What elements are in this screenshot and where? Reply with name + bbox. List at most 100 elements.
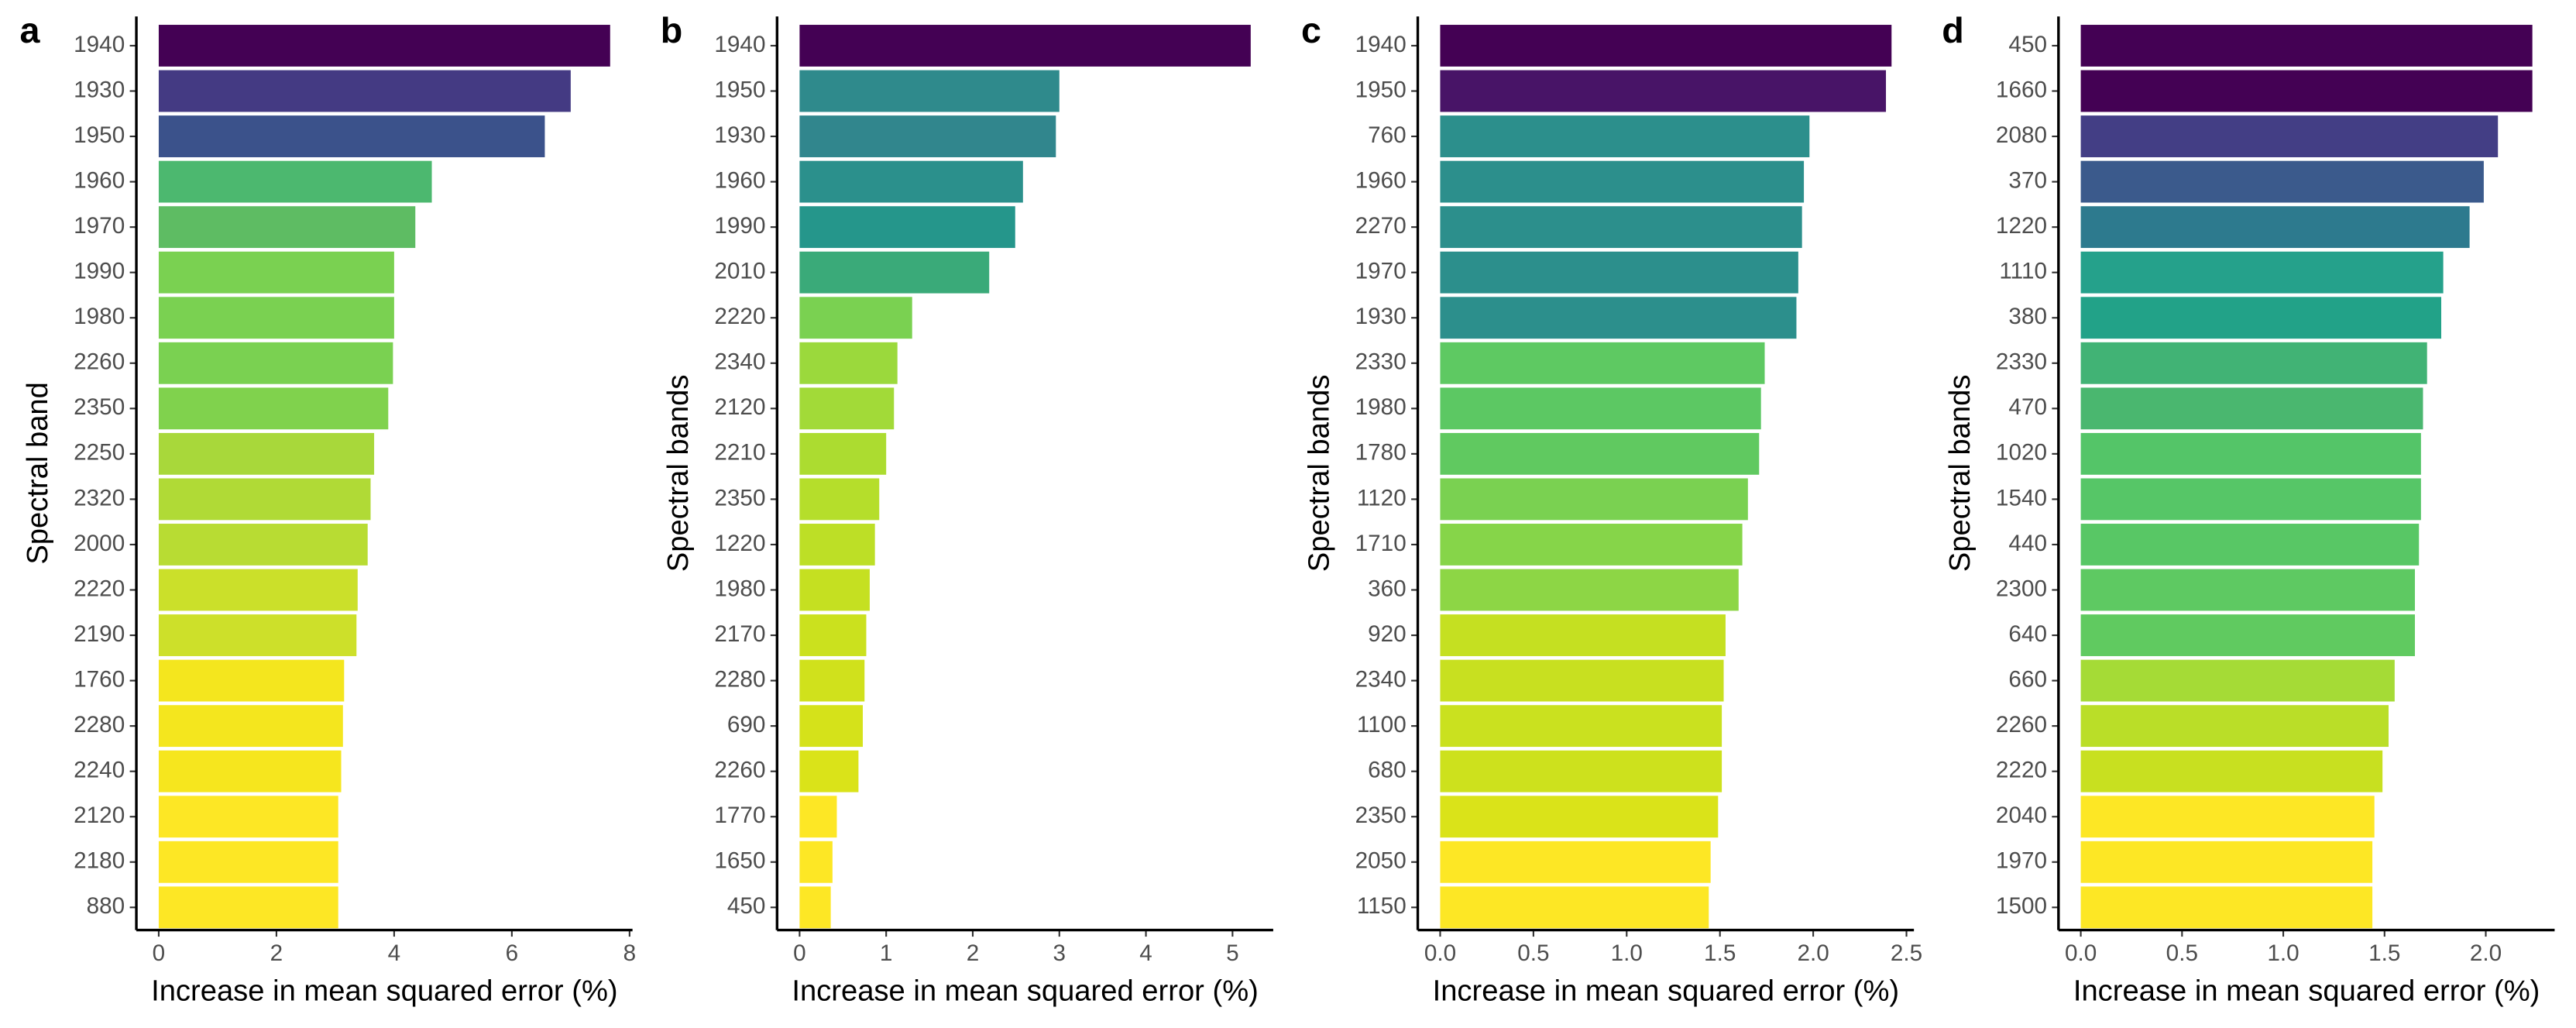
panel-label: d bbox=[1942, 10, 1964, 50]
bar bbox=[799, 342, 898, 384]
bar bbox=[158, 387, 389, 430]
y-tick-label: 2350 bbox=[74, 394, 125, 420]
y-tick-label: 1940 bbox=[1355, 32, 1406, 57]
bar bbox=[1440, 796, 1719, 838]
x-tick-label: 2.0 bbox=[2470, 940, 2502, 966]
y-tick-label: 1100 bbox=[1357, 712, 1406, 737]
y-tick-label: 2270 bbox=[1355, 213, 1406, 239]
bar bbox=[1440, 206, 1802, 249]
y-tick-label: 1120 bbox=[1357, 485, 1406, 511]
bar bbox=[799, 251, 990, 294]
x-tick-label: 1 bbox=[880, 940, 893, 966]
bar bbox=[158, 659, 345, 702]
bar bbox=[2080, 478, 2421, 521]
bar bbox=[1440, 297, 1797, 339]
bar bbox=[1440, 886, 1709, 929]
y-tick-label: 2220 bbox=[1996, 758, 2047, 783]
y-tick-label: 690 bbox=[727, 712, 766, 737]
bar bbox=[1440, 25, 1892, 67]
x-tick-label: 2.5 bbox=[1891, 940, 1922, 966]
y-tick-label: 2260 bbox=[1996, 712, 2047, 737]
bar bbox=[1440, 160, 1805, 203]
y-tick-label: 1950 bbox=[74, 122, 125, 148]
bar bbox=[158, 115, 545, 157]
bar bbox=[158, 206, 416, 249]
bar bbox=[1440, 750, 1722, 792]
y-tick-label: 1990 bbox=[714, 213, 765, 239]
y-tick-label: 2240 bbox=[74, 758, 125, 783]
y-tick-label: 880 bbox=[87, 893, 125, 919]
bar bbox=[158, 614, 357, 656]
x-tick-label: 0.5 bbox=[2166, 940, 2198, 966]
y-tick-label: 1650 bbox=[714, 848, 765, 874]
y-tick-label: 2350 bbox=[1355, 803, 1406, 828]
bar bbox=[158, 25, 610, 67]
y-tick-label: 440 bbox=[2008, 531, 2047, 556]
y-tick-label: 2210 bbox=[714, 440, 765, 466]
bar bbox=[158, 160, 432, 203]
panel-label: a bbox=[19, 10, 40, 50]
bar bbox=[2080, 705, 2389, 748]
y-tick-label: 1960 bbox=[714, 167, 765, 193]
y-tick-label: 1970 bbox=[1996, 848, 2047, 874]
bar bbox=[2080, 750, 2383, 792]
bar bbox=[158, 342, 393, 384]
y-tick-label: 2280 bbox=[714, 666, 765, 692]
bar bbox=[2080, 160, 2484, 203]
bar bbox=[1440, 251, 1798, 294]
y-tick-label: 2220 bbox=[714, 304, 765, 329]
x-tick-label: 0 bbox=[153, 940, 166, 966]
y-tick-label: 1500 bbox=[1996, 893, 2047, 919]
y-tick-label: 470 bbox=[2008, 394, 2047, 420]
bar bbox=[799, 432, 887, 475]
x-tick-label: 3 bbox=[1053, 940, 1066, 966]
x-axis-title: Increase in mean squared error (%) bbox=[151, 974, 618, 1007]
bar bbox=[158, 750, 342, 792]
bar bbox=[799, 796, 837, 838]
y-axis-title: Spectral band bbox=[21, 382, 54, 565]
y-tick-label: 1950 bbox=[1355, 77, 1406, 102]
y-tick-label: 2330 bbox=[1996, 349, 2047, 375]
bar bbox=[799, 841, 833, 883]
bar bbox=[158, 796, 338, 838]
x-tick-label: 1.5 bbox=[1704, 940, 1736, 966]
bar bbox=[2080, 25, 2533, 67]
panel-label: c bbox=[1301, 10, 1321, 50]
y-tick-label: 2050 bbox=[1355, 848, 1406, 874]
bar bbox=[1440, 614, 1726, 656]
bar bbox=[799, 206, 1015, 249]
y-tick-label: 1110 bbox=[1999, 259, 2047, 284]
y-tick-label: 1970 bbox=[74, 213, 125, 239]
x-tick-label: 8 bbox=[623, 940, 637, 966]
bar bbox=[799, 705, 863, 748]
y-tick-label: 1540 bbox=[1996, 485, 2047, 511]
y-tick-label: 380 bbox=[2008, 304, 2047, 329]
bar bbox=[158, 297, 394, 339]
y-tick-label: 2010 bbox=[714, 259, 765, 284]
y-tick-label: 1220 bbox=[714, 531, 765, 556]
x-axis-title: Increase in mean squared error (%) bbox=[792, 974, 1259, 1007]
y-tick-label: 2120 bbox=[714, 394, 765, 420]
y-tick-label: 2180 bbox=[74, 848, 125, 874]
bar bbox=[1440, 432, 1760, 475]
panel-label: b bbox=[661, 10, 683, 50]
y-tick-label: 1780 bbox=[1355, 440, 1406, 466]
bar bbox=[158, 432, 375, 475]
bar bbox=[2080, 70, 2533, 112]
y-tick-label: 1930 bbox=[714, 122, 765, 148]
bar bbox=[2080, 524, 2420, 566]
x-tick-label: 2.0 bbox=[1797, 940, 1829, 966]
bar bbox=[799, 524, 875, 566]
y-tick-label: 2340 bbox=[1355, 666, 1406, 692]
bar bbox=[2080, 251, 2444, 294]
x-tick-label: 0.0 bbox=[2065, 940, 2097, 966]
bar bbox=[158, 569, 358, 611]
bar bbox=[2080, 206, 2470, 249]
bar bbox=[799, 569, 870, 611]
y-tick-label: 2120 bbox=[74, 803, 125, 828]
bar bbox=[1440, 70, 1887, 112]
bar bbox=[158, 705, 343, 748]
bar bbox=[1440, 115, 1810, 157]
